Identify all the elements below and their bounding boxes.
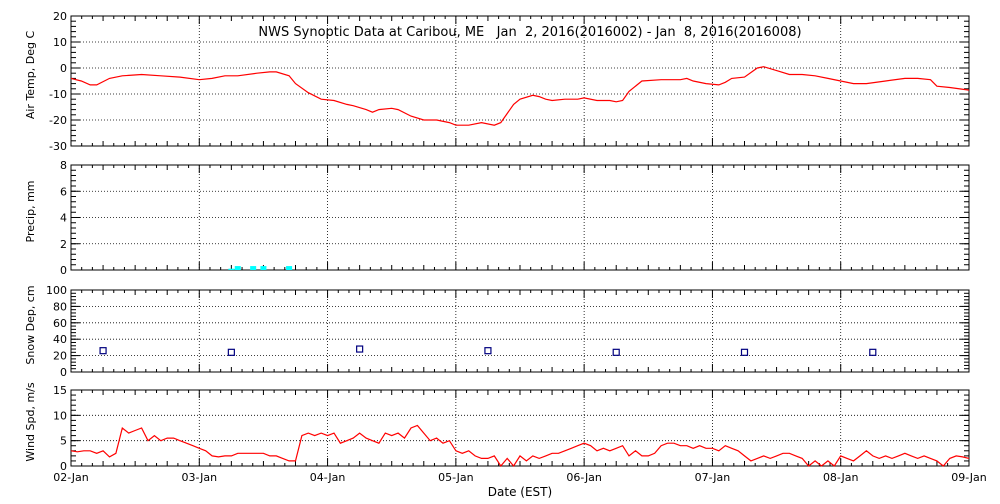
snow-depth-point xyxy=(869,348,877,356)
panel-frame xyxy=(70,389,970,467)
y-tick-label: 10 xyxy=(53,409,67,422)
y-tick-label: 2 xyxy=(60,238,67,251)
precip-bar xyxy=(228,268,235,270)
precip-bar xyxy=(260,266,267,270)
x-tick-label: 09-Jan xyxy=(951,471,987,484)
snow-depth-point xyxy=(484,347,492,355)
y-tick-label: 0 xyxy=(60,366,67,379)
snow-depth-point xyxy=(99,347,107,355)
y-axis-label: Wind Spd, m/s xyxy=(24,382,37,462)
snow-depth-point xyxy=(227,348,235,356)
y-tick-label: 80 xyxy=(53,300,67,313)
series-line xyxy=(70,424,970,468)
y-tick-label: 0 xyxy=(60,460,67,473)
x-tick-label: 04-Jan xyxy=(310,471,346,484)
y-tick-label: 0 xyxy=(60,264,67,277)
panel-frame xyxy=(70,289,970,373)
y-tick-label: 10 xyxy=(53,36,67,49)
y-tick-label: 60 xyxy=(53,317,67,330)
x-tick-label: 06-Jan xyxy=(566,471,602,484)
panel-frame xyxy=(70,15,970,147)
y-tick-label: 100 xyxy=(46,284,67,297)
x-tick-label: 02-Jan xyxy=(53,471,89,484)
precip-bar xyxy=(250,266,257,270)
y-tick-label: 8 xyxy=(60,159,67,172)
panel-frame xyxy=(70,164,970,271)
y-tick-label: 4 xyxy=(60,212,67,225)
x-tick-label: 03-Jan xyxy=(182,471,218,484)
y-tick-label: 40 xyxy=(53,333,67,346)
y-tick-label: 5 xyxy=(60,435,67,448)
y-tick-label: -20 xyxy=(49,114,67,127)
precip-bar xyxy=(234,266,241,270)
x-tick-label: 05-Jan xyxy=(438,471,474,484)
series-line xyxy=(70,66,970,126)
x-tick-label: 08-Jan xyxy=(823,471,859,484)
snow-depth-point xyxy=(612,348,620,356)
snow-depth-point xyxy=(740,348,749,356)
y-axis-label: Snow Dep, cm xyxy=(24,285,37,364)
x-axis-label: Date (EST) xyxy=(488,485,552,499)
precip-bar xyxy=(286,266,293,270)
y-tick-label: 0 xyxy=(60,62,67,75)
chart-title: NWS Synoptic Data at Caribou, ME Jan 2, … xyxy=(258,25,801,40)
x-tick-label: 07-Jan xyxy=(695,471,731,484)
y-tick-label: -30 xyxy=(49,140,67,153)
y-tick-label: 20 xyxy=(53,10,67,23)
y-tick-label: -10 xyxy=(49,88,67,101)
y-axis-label: Air Temp, Deg C xyxy=(24,31,37,120)
snow-depth-point xyxy=(356,345,364,353)
y-tick-label: 15 xyxy=(53,384,67,397)
y-axis-label: Precip, mm xyxy=(24,181,37,243)
y-tick-label: 20 xyxy=(53,350,67,363)
y-tick-label: 6 xyxy=(60,185,67,198)
